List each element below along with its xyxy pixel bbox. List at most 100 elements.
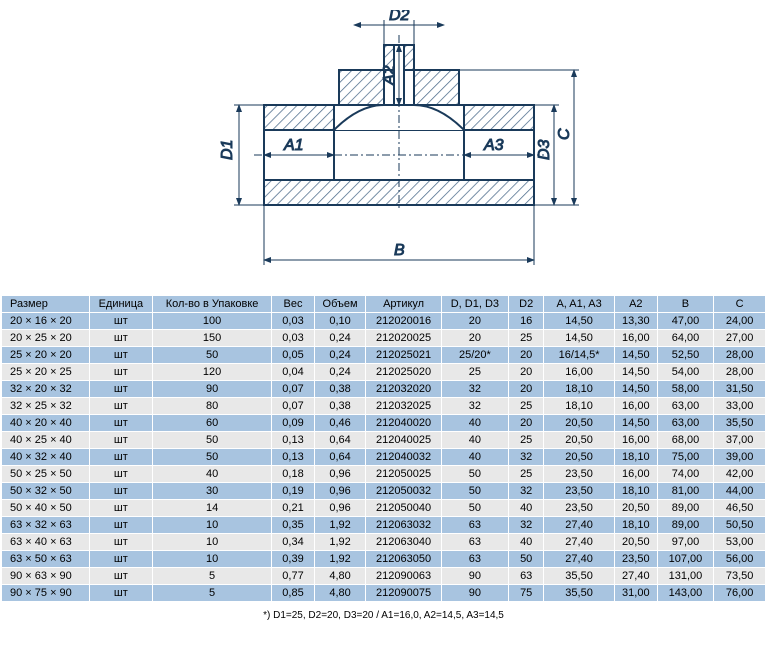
- table-cell: 0,09: [272, 415, 314, 432]
- table-cell: 35,50: [714, 415, 766, 432]
- table-cell: 63: [509, 568, 544, 585]
- table-row: 40 × 32 × 40шт500,130,64212040032403220,…: [2, 449, 766, 466]
- table-cell: 23,50: [544, 466, 615, 483]
- table-cell: 63: [441, 534, 508, 551]
- table-cell: 0,96: [314, 500, 366, 517]
- col-header: Единица: [89, 296, 152, 313]
- table-cell: 20,50: [544, 415, 615, 432]
- table-cell: 89,00: [657, 500, 713, 517]
- table-cell: 63 × 40 × 63: [2, 534, 90, 551]
- table-cell: 74,00: [657, 466, 713, 483]
- table-cell: 16,00: [614, 398, 657, 415]
- table-cell: 90: [441, 568, 508, 585]
- col-header: C: [714, 296, 766, 313]
- table-cell: 50: [152, 347, 272, 364]
- label-a3: A3: [483, 137, 504, 154]
- table-row: 20 × 25 × 20шт1500,030,24212020025202514…: [2, 330, 766, 347]
- table-cell: 33,00: [714, 398, 766, 415]
- table-cell: 212063050: [366, 551, 441, 568]
- table-cell: 52,50: [657, 347, 713, 364]
- table-cell: 20: [441, 313, 508, 330]
- table-cell: 0,13: [272, 449, 314, 466]
- table-cell: 25: [509, 398, 544, 415]
- table-cell: 25: [509, 466, 544, 483]
- table-cell: 5: [152, 585, 272, 602]
- table-cell: 75: [509, 585, 544, 602]
- table-cell: 20 × 25 × 20: [2, 330, 90, 347]
- table-cell: 50: [441, 466, 508, 483]
- table-cell: 18,10: [544, 381, 615, 398]
- table-cell: 27,00: [714, 330, 766, 347]
- table-cell: 54,00: [657, 364, 713, 381]
- table-cell: 10: [152, 551, 272, 568]
- table-row: 63 × 32 × 63шт100,351,92212063032633227,…: [2, 517, 766, 534]
- table-cell: 40: [441, 415, 508, 432]
- table-row: 90 × 63 × 90шт50,774,80212090063906335,5…: [2, 568, 766, 585]
- table-cell: 14,50: [544, 330, 615, 347]
- table-cell: 53,00: [714, 534, 766, 551]
- table-cell: 107,00: [657, 551, 713, 568]
- table-cell: 50: [509, 551, 544, 568]
- table-cell: 25/20*: [441, 347, 508, 364]
- table-cell: 120: [152, 364, 272, 381]
- table-row: 25 × 20 × 25шт1200,040,24212025020252016…: [2, 364, 766, 381]
- table-cell: 73,50: [714, 568, 766, 585]
- table-cell: 31,00: [614, 585, 657, 602]
- table-cell: 212063040: [366, 534, 441, 551]
- table-cell: 97,00: [657, 534, 713, 551]
- table-cell: 131,00: [657, 568, 713, 585]
- table-cell: 27,40: [544, 534, 615, 551]
- table-cell: 80: [152, 398, 272, 415]
- table-cell: 40: [509, 534, 544, 551]
- table-cell: 32: [509, 517, 544, 534]
- table-cell: 16,00: [544, 364, 615, 381]
- table-cell: 0,03: [272, 330, 314, 347]
- table-row: 50 × 40 × 50шт140,210,96212050040504023,…: [2, 500, 766, 517]
- table-cell: 23,50: [544, 500, 615, 517]
- table-cell: 0,24: [314, 347, 366, 364]
- table-cell: 212050025: [366, 466, 441, 483]
- table-cell: 16,00: [614, 432, 657, 449]
- table-cell: 89,00: [657, 517, 713, 534]
- table-cell: 25: [509, 432, 544, 449]
- col-header: Размер: [2, 296, 90, 313]
- table-cell: 212020016: [366, 313, 441, 330]
- table-row: 50 × 25 × 50шт400,180,96212050025502523,…: [2, 466, 766, 483]
- table-cell: 0,35: [272, 517, 314, 534]
- table-cell: 212050040: [366, 500, 441, 517]
- col-header: B: [657, 296, 713, 313]
- table-cell: 18,10: [614, 517, 657, 534]
- table-cell: 50: [441, 483, 508, 500]
- table-cell: шт: [89, 330, 152, 347]
- table-cell: 212090063: [366, 568, 441, 585]
- table-cell: 20,50: [544, 432, 615, 449]
- table-cell: 50: [152, 449, 272, 466]
- table-cell: 40 × 25 × 40: [2, 432, 90, 449]
- table-cell: 0,18: [272, 466, 314, 483]
- table-cell: 76,00: [714, 585, 766, 602]
- table-cell: 143,00: [657, 585, 713, 602]
- table-cell: шт: [89, 483, 152, 500]
- table-row: 63 × 50 × 63шт100,391,92212063050635027,…: [2, 551, 766, 568]
- table-cell: 0,85: [272, 585, 314, 602]
- table-cell: 14,50: [614, 415, 657, 432]
- table-cell: шт: [89, 449, 152, 466]
- table-cell: шт: [89, 517, 152, 534]
- table-cell: шт: [89, 500, 152, 517]
- table-cell: 63,00: [657, 415, 713, 432]
- table-cell: 35,50: [544, 568, 615, 585]
- table-cell: 18,10: [544, 398, 615, 415]
- table-cell: 63: [441, 517, 508, 534]
- table-cell: 32 × 20 × 32: [2, 381, 90, 398]
- table-cell: 27,40: [544, 551, 615, 568]
- table-cell: 24,00: [714, 313, 766, 330]
- table-cell: 16,00: [614, 466, 657, 483]
- col-header: D, D1, D3: [441, 296, 508, 313]
- table-cell: 20,50: [614, 500, 657, 517]
- table-cell: 0,39: [272, 551, 314, 568]
- table-cell: 212040032: [366, 449, 441, 466]
- table-cell: 40: [509, 500, 544, 517]
- table-cell: 212090075: [366, 585, 441, 602]
- table-cell: 0,07: [272, 398, 314, 415]
- table-cell: 90: [152, 381, 272, 398]
